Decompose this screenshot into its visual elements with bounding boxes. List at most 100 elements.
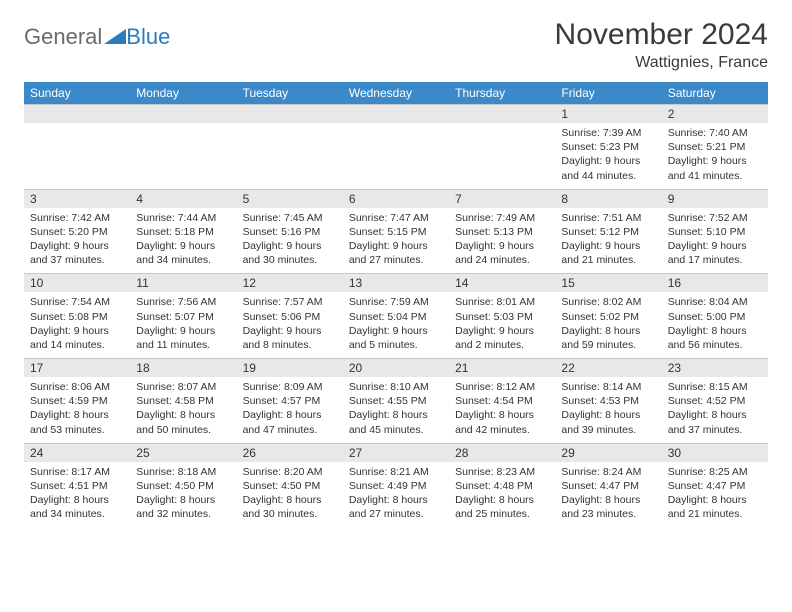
daylight-line1: Daylight: 9 hours — [136, 239, 230, 253]
daylight-line1: Daylight: 9 hours — [30, 239, 124, 253]
daynum-row: 12 — [24, 105, 768, 124]
day-number: 11 — [130, 274, 236, 293]
sunrise-text: Sunrise: 7:47 AM — [349, 211, 443, 225]
daylight-line1: Daylight: 8 hours — [561, 324, 655, 338]
daylight-line2: and 24 minutes. — [455, 253, 549, 267]
sunset-text: Sunset: 5:16 PM — [243, 225, 337, 239]
day-number: 19 — [237, 359, 343, 378]
day-cell: Sunrise: 7:54 AMSunset: 5:08 PMDaylight:… — [24, 292, 130, 358]
sunset-text: Sunset: 4:54 PM — [455, 394, 549, 408]
sunrise-text: Sunrise: 8:10 AM — [349, 380, 443, 394]
day-number: 17 — [24, 359, 130, 378]
calendar-table: Sunday Monday Tuesday Wednesday Thursday… — [24, 82, 768, 527]
daylight-line1: Daylight: 9 hours — [136, 324, 230, 338]
day-cell: Sunrise: 7:57 AMSunset: 5:06 PMDaylight:… — [237, 292, 343, 358]
day-cell: Sunrise: 8:20 AMSunset: 4:50 PMDaylight:… — [237, 462, 343, 528]
daylight-line1: Daylight: 9 hours — [455, 239, 549, 253]
sunset-text: Sunset: 5:20 PM — [30, 225, 124, 239]
daylight-line2: and 27 minutes. — [349, 253, 443, 267]
sunrise-text: Sunrise: 8:09 AM — [243, 380, 337, 394]
daylight-line1: Daylight: 8 hours — [668, 408, 762, 422]
daylight-line2: and 8 minutes. — [243, 338, 337, 352]
calendar-body: 12Sunrise: 7:39 AMSunset: 5:23 PMDayligh… — [24, 105, 768, 528]
sunset-text: Sunset: 4:52 PM — [668, 394, 762, 408]
daylight-line2: and 59 minutes. — [561, 338, 655, 352]
day-cell: Sunrise: 7:51 AMSunset: 5:12 PMDaylight:… — [555, 208, 661, 274]
daylight-line2: and 11 minutes. — [136, 338, 230, 352]
daylight-line2: and 27 minutes. — [349, 507, 443, 521]
sunrise-text: Sunrise: 8:01 AM — [455, 295, 549, 309]
day-cell: Sunrise: 8:17 AMSunset: 4:51 PMDaylight:… — [24, 462, 130, 528]
sunrise-text: Sunrise: 7:52 AM — [668, 211, 762, 225]
sunrise-text: Sunrise: 7:45 AM — [243, 211, 337, 225]
day-number: 14 — [449, 274, 555, 293]
daylight-line1: Daylight: 9 hours — [455, 324, 549, 338]
daylight-line1: Daylight: 8 hours — [243, 493, 337, 507]
daynum-row: 3456789 — [24, 189, 768, 208]
day-number: 27 — [343, 443, 449, 462]
day-number: 4 — [130, 189, 236, 208]
sunset-text: Sunset: 4:51 PM — [30, 479, 124, 493]
sunset-text: Sunset: 4:47 PM — [561, 479, 655, 493]
daylight-line2: and 21 minutes. — [668, 507, 762, 521]
sunset-text: Sunset: 5:04 PM — [349, 310, 443, 324]
sunrise-text: Sunrise: 8:23 AM — [455, 465, 549, 479]
detail-row: Sunrise: 7:39 AMSunset: 5:23 PMDaylight:… — [24, 123, 768, 189]
daynum-row: 10111213141516 — [24, 274, 768, 293]
daylight-line2: and 44 minutes. — [561, 169, 655, 183]
day-header: Wednesday — [343, 82, 449, 105]
day-cell: Sunrise: 7:47 AMSunset: 5:15 PMDaylight:… — [343, 208, 449, 274]
sunset-text: Sunset: 5:02 PM — [561, 310, 655, 324]
header: General Blue November 2024 Wattignies, F… — [24, 18, 768, 72]
daylight-line1: Daylight: 9 hours — [668, 154, 762, 168]
sunset-text: Sunset: 4:50 PM — [136, 479, 230, 493]
sunrise-text: Sunrise: 7:54 AM — [30, 295, 124, 309]
logo-text-general: General — [24, 24, 102, 50]
day-cell: Sunrise: 8:06 AMSunset: 4:59 PMDaylight:… — [24, 377, 130, 443]
title-block: November 2024 Wattignies, France — [555, 18, 768, 72]
day-number — [449, 105, 555, 124]
day-cell: Sunrise: 8:09 AMSunset: 4:57 PMDaylight:… — [237, 377, 343, 443]
day-cell: Sunrise: 8:15 AMSunset: 4:52 PMDaylight:… — [662, 377, 768, 443]
daylight-line1: Daylight: 9 hours — [243, 324, 337, 338]
day-cell: Sunrise: 8:07 AMSunset: 4:58 PMDaylight:… — [130, 377, 236, 443]
daylight-line2: and 34 minutes. — [30, 507, 124, 521]
daylight-line1: Daylight: 8 hours — [668, 493, 762, 507]
sunrise-text: Sunrise: 8:07 AM — [136, 380, 230, 394]
day-cell: Sunrise: 7:56 AMSunset: 5:07 PMDaylight:… — [130, 292, 236, 358]
daylight-line2: and 50 minutes. — [136, 423, 230, 437]
day-number: 21 — [449, 359, 555, 378]
detail-row: Sunrise: 8:06 AMSunset: 4:59 PMDaylight:… — [24, 377, 768, 443]
sunrise-text: Sunrise: 8:17 AM — [30, 465, 124, 479]
sunset-text: Sunset: 4:47 PM — [668, 479, 762, 493]
daylight-line2: and 14 minutes. — [30, 338, 124, 352]
day-number: 10 — [24, 274, 130, 293]
detail-row: Sunrise: 7:54 AMSunset: 5:08 PMDaylight:… — [24, 292, 768, 358]
day-number: 1 — [555, 105, 661, 124]
daylight-line2: and 23 minutes. — [561, 507, 655, 521]
daylight-line1: Daylight: 9 hours — [561, 154, 655, 168]
sunrise-text: Sunrise: 8:12 AM — [455, 380, 549, 394]
day-cell — [449, 123, 555, 189]
day-cell: Sunrise: 8:23 AMSunset: 4:48 PMDaylight:… — [449, 462, 555, 528]
sunset-text: Sunset: 4:49 PM — [349, 479, 443, 493]
day-number: 6 — [343, 189, 449, 208]
day-cell: Sunrise: 8:21 AMSunset: 4:49 PMDaylight:… — [343, 462, 449, 528]
day-cell: Sunrise: 7:45 AMSunset: 5:16 PMDaylight:… — [237, 208, 343, 274]
day-cell — [343, 123, 449, 189]
day-number: 3 — [24, 189, 130, 208]
daylight-line2: and 37 minutes. — [668, 423, 762, 437]
daylight-line2: and 30 minutes. — [243, 253, 337, 267]
detail-row: Sunrise: 7:42 AMSunset: 5:20 PMDaylight:… — [24, 208, 768, 274]
sunset-text: Sunset: 4:50 PM — [243, 479, 337, 493]
sunset-text: Sunset: 5:15 PM — [349, 225, 443, 239]
daylight-line2: and 17 minutes. — [668, 253, 762, 267]
calendar-document: General Blue November 2024 Wattignies, F… — [0, 0, 792, 537]
daylight-line1: Daylight: 8 hours — [455, 493, 549, 507]
day-cell: Sunrise: 7:49 AMSunset: 5:13 PMDaylight:… — [449, 208, 555, 274]
day-cell: Sunrise: 8:25 AMSunset: 4:47 PMDaylight:… — [662, 462, 768, 528]
sunrise-text: Sunrise: 7:44 AM — [136, 211, 230, 225]
sunset-text: Sunset: 5:00 PM — [668, 310, 762, 324]
day-number: 22 — [555, 359, 661, 378]
sunrise-text: Sunrise: 7:42 AM — [30, 211, 124, 225]
